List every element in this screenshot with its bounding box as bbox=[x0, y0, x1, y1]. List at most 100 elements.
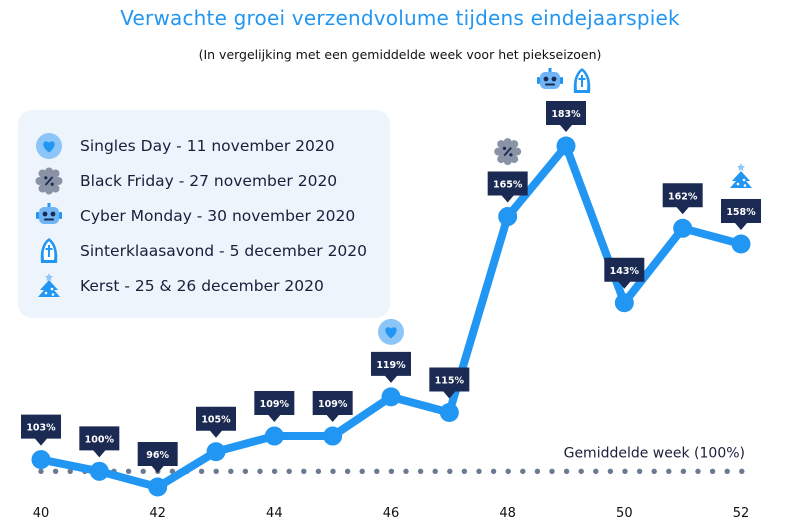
data-label: 183% bbox=[551, 109, 581, 120]
x-tick-label: 40 bbox=[33, 506, 50, 521]
data-point bbox=[614, 293, 634, 313]
reference-line-dot bbox=[388, 468, 395, 475]
chart-subtitle: (In vergelijking met een gemiddelde week… bbox=[198, 47, 602, 62]
reference-line-dot bbox=[578, 468, 584, 475]
data-point bbox=[31, 450, 51, 470]
reference-line-dot bbox=[695, 468, 701, 475]
data-label-box bbox=[371, 351, 411, 383]
data-label: 96% bbox=[146, 450, 169, 461]
data-label: 105% bbox=[201, 415, 231, 426]
data-point bbox=[264, 426, 284, 446]
reference-line-dot bbox=[666, 468, 672, 475]
reference-line-dot bbox=[286, 468, 292, 475]
legend-item-sinterklaasavond: Sinterklaasavond - 5 december 2020 bbox=[34, 237, 367, 265]
data-label: 115% bbox=[435, 376, 465, 387]
reference-line-dot bbox=[432, 468, 438, 475]
x-tick-label: 42 bbox=[149, 506, 166, 521]
legend-item-kerst: Kerst - 25 & 26 december 2020 bbox=[34, 272, 324, 300]
legend: Singles Day - 11 november 2020 Black Fri… bbox=[18, 110, 390, 318]
reference-line-dot bbox=[344, 468, 351, 475]
legend-label: Kerst - 25 & 26 december 2020 bbox=[80, 277, 324, 295]
reference-line-dot bbox=[607, 468, 614, 475]
heart-icon bbox=[378, 318, 404, 345]
reference-line-dot bbox=[461, 468, 468, 475]
reference-line-dot bbox=[563, 468, 570, 475]
data-label-box bbox=[546, 101, 586, 132]
reference-line-dot bbox=[242, 468, 249, 475]
data-label: 143% bbox=[610, 266, 640, 277]
data-label-box bbox=[312, 391, 353, 423]
reference-line-dot bbox=[549, 468, 555, 475]
data-point bbox=[439, 403, 459, 423]
data-label-box bbox=[196, 406, 236, 438]
data-label: 109% bbox=[260, 399, 290, 410]
data-label: 119% bbox=[376, 360, 406, 371]
data-label: 109% bbox=[318, 399, 348, 410]
legend-item-singles-day: Singles Day - 11 november 2020 bbox=[34, 132, 335, 160]
data-label: 100% bbox=[85, 434, 115, 445]
legend-label: Singles Day - 11 november 2020 bbox=[80, 137, 335, 155]
reference-line-dot bbox=[403, 468, 409, 475]
reference-line-dot bbox=[38, 468, 44, 475]
reference-line-dot bbox=[680, 468, 687, 475]
data-label-box bbox=[429, 367, 470, 399]
data-point bbox=[323, 426, 343, 446]
reference-line-dot bbox=[622, 468, 628, 475]
reference-line-dot bbox=[490, 468, 497, 475]
reference-line-dot bbox=[228, 468, 234, 475]
data-point bbox=[498, 207, 518, 227]
data-point bbox=[731, 234, 751, 254]
reference-line-dot bbox=[330, 468, 336, 475]
heart-icon bbox=[34, 132, 64, 160]
reference-line-dot bbox=[417, 468, 424, 475]
reference-line-dot bbox=[67, 468, 73, 475]
data-label: 103% bbox=[26, 423, 56, 434]
reference-line-dot bbox=[213, 468, 219, 475]
mitre-icon bbox=[34, 237, 64, 265]
reference-line-dot bbox=[315, 468, 322, 475]
reference-line-dot bbox=[476, 468, 482, 475]
reference-line-dot bbox=[505, 468, 511, 475]
reference-line-dot bbox=[125, 468, 132, 475]
legend-item-cyber-monday: Cyber Monday - 30 november 2020 bbox=[34, 202, 355, 230]
reference-line-dot bbox=[52, 468, 59, 475]
x-tick-label: 52 bbox=[733, 506, 750, 521]
reference-line-dot bbox=[709, 468, 716, 475]
christmas-tree-icon bbox=[34, 272, 64, 300]
reference-line-dot bbox=[651, 468, 657, 475]
reference-line-label: Gemiddelde week (100%) bbox=[564, 445, 745, 461]
x-tick-label: 48 bbox=[499, 506, 516, 521]
x-tick-label: 44 bbox=[266, 506, 283, 521]
mitre-icon bbox=[573, 68, 591, 93]
legend-label: Cyber Monday - 30 november 2020 bbox=[80, 207, 356, 225]
christmas-tree-icon bbox=[730, 163, 752, 188]
data-point bbox=[381, 387, 401, 407]
reference-line-dot bbox=[636, 468, 643, 475]
data-label-box bbox=[137, 442, 178, 473]
robot-icon bbox=[537, 68, 563, 89]
data-label-box bbox=[721, 198, 761, 230]
data-label-box bbox=[604, 257, 645, 289]
legend-label: Black Friday - 27 november 2020 bbox=[80, 172, 338, 190]
percent-badge-icon bbox=[494, 138, 522, 166]
data-label: 162% bbox=[668, 191, 698, 202]
reference-line-dot bbox=[534, 468, 541, 475]
data-point bbox=[206, 442, 226, 462]
reference-line-dot bbox=[374, 468, 380, 475]
percent-badge-icon bbox=[34, 167, 64, 195]
data-label-box bbox=[21, 414, 61, 446]
reference-line-dot bbox=[447, 468, 453, 475]
data-label-box bbox=[487, 171, 528, 203]
legend-item-black-friday: Black Friday - 27 november 2020 bbox=[34, 167, 337, 195]
data-label-box bbox=[79, 426, 120, 458]
robot-icon bbox=[34, 202, 64, 230]
data-point bbox=[556, 136, 576, 156]
x-tick-label: 50 bbox=[616, 506, 633, 521]
data-label-box bbox=[254, 391, 295, 423]
reference-line-dot bbox=[739, 468, 745, 475]
reference-line-dot bbox=[593, 468, 599, 475]
reference-line-dot bbox=[520, 468, 526, 475]
data-label-box bbox=[662, 183, 703, 215]
data-label: 158% bbox=[726, 207, 756, 218]
